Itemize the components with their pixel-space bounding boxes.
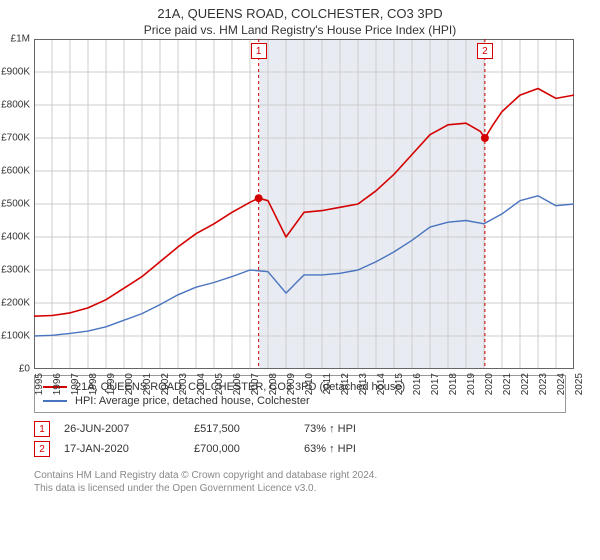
x-tick-label: 2009	[286, 373, 297, 395]
y-tick-label: £800K	[1, 100, 30, 111]
x-tick-label: 2017	[430, 373, 441, 395]
x-tick-label: 2002	[160, 373, 171, 395]
transaction-price: £517,500	[194, 423, 304, 435]
transaction-table: 1 26-JUN-2007£517,50073% ↑ HPI 2 17-JAN-202…	[34, 419, 566, 459]
y-tick-label: £300K	[1, 265, 30, 276]
transaction-row: 1 26-JUN-2007£517,50073% ↑ HPI	[34, 419, 566, 439]
y-tick-label: £400K	[1, 232, 30, 243]
footer-attribution: Contains HM Land Registry data © Crown c…	[34, 469, 566, 495]
chart-title: 21A, QUEENS ROAD, COLCHESTER, CO3 3PD	[0, 0, 600, 21]
y-tick-label: £200K	[1, 298, 30, 309]
y-tick-label: £0	[19, 364, 30, 375]
x-tick-label: 1997	[70, 373, 81, 395]
chart-marker-badge: 2	[477, 43, 493, 59]
footer-line-1: Contains HM Land Registry data © Crown c…	[34, 469, 566, 482]
transaction-row: 2 17-JAN-2020£700,00063% ↑ HPI	[34, 439, 566, 459]
x-tick-label: 2016	[412, 373, 423, 395]
chart-subtitle: Price paid vs. HM Land Registry's House …	[0, 21, 600, 39]
y-tick-label: £500K	[1, 199, 30, 210]
x-tick-label: 2008	[268, 373, 279, 395]
x-tick-label: 2001	[142, 373, 153, 395]
x-tick-label: 2006	[232, 373, 243, 395]
x-tick-label: 2011	[322, 373, 333, 395]
x-tick-label: 2023	[538, 373, 549, 395]
chart-marker-badge: 1	[251, 43, 267, 59]
x-tick-label: 2022	[520, 373, 531, 395]
x-tick-label: 2021	[502, 373, 513, 395]
x-tick-label: 2015	[394, 373, 405, 395]
x-tick-label: 1995	[34, 373, 45, 395]
x-tick-label: 1996	[52, 373, 63, 395]
x-tick-label: 2018	[448, 373, 459, 395]
y-tick-label: £900K	[1, 67, 30, 78]
legend-item: 21A, QUEENS ROAD, COLCHESTER, CO3 3PD (d…	[43, 380, 557, 394]
chart-area: £0£100K£200K£300K£400K£500K£600K£700K£80…	[34, 39, 574, 369]
transaction-date: 17-JAN-2020	[64, 443, 194, 455]
x-tick-label: 2004	[196, 373, 207, 395]
x-tick-label: 2010	[304, 373, 315, 395]
y-tick-label: £700K	[1, 133, 30, 144]
transaction-diff: 63% ↑ HPI	[304, 443, 394, 455]
x-tick-label: 2000	[124, 373, 135, 395]
x-tick-label: 2007	[250, 373, 261, 395]
legend-label: HPI: Average price, detached house, Colc…	[75, 395, 310, 407]
legend-swatch	[43, 400, 67, 402]
transaction-badge: 2	[34, 441, 50, 457]
x-tick-label: 1998	[88, 373, 99, 395]
line-chart-svg	[34, 39, 574, 369]
transaction-diff: 73% ↑ HPI	[304, 423, 394, 435]
y-tick-label: £100K	[1, 331, 30, 342]
x-tick-label: 2003	[178, 373, 189, 395]
x-tick-label: 2012	[340, 373, 351, 395]
transaction-date: 26-JUN-2007	[64, 423, 194, 435]
x-tick-label: 2020	[484, 373, 495, 395]
y-tick-label: £1M	[11, 34, 30, 45]
x-tick-label: 2025	[574, 373, 585, 395]
x-tick-label: 1999	[106, 373, 117, 395]
footer-line-2: This data is licensed under the Open Gov…	[34, 482, 566, 495]
legend-item: HPI: Average price, detached house, Colc…	[43, 394, 557, 408]
x-tick-label: 2019	[466, 373, 477, 395]
transaction-price: £700,000	[194, 443, 304, 455]
y-tick-label: £600K	[1, 166, 30, 177]
x-tick-label: 2013	[358, 373, 369, 395]
x-tick-label: 2024	[556, 373, 567, 395]
x-tick-label: 2014	[376, 373, 387, 395]
chart-container: 21A, QUEENS ROAD, COLCHESTER, CO3 3PD Pr…	[0, 0, 600, 560]
transaction-badge: 1	[34, 421, 50, 437]
x-tick-label: 2005	[214, 373, 225, 395]
